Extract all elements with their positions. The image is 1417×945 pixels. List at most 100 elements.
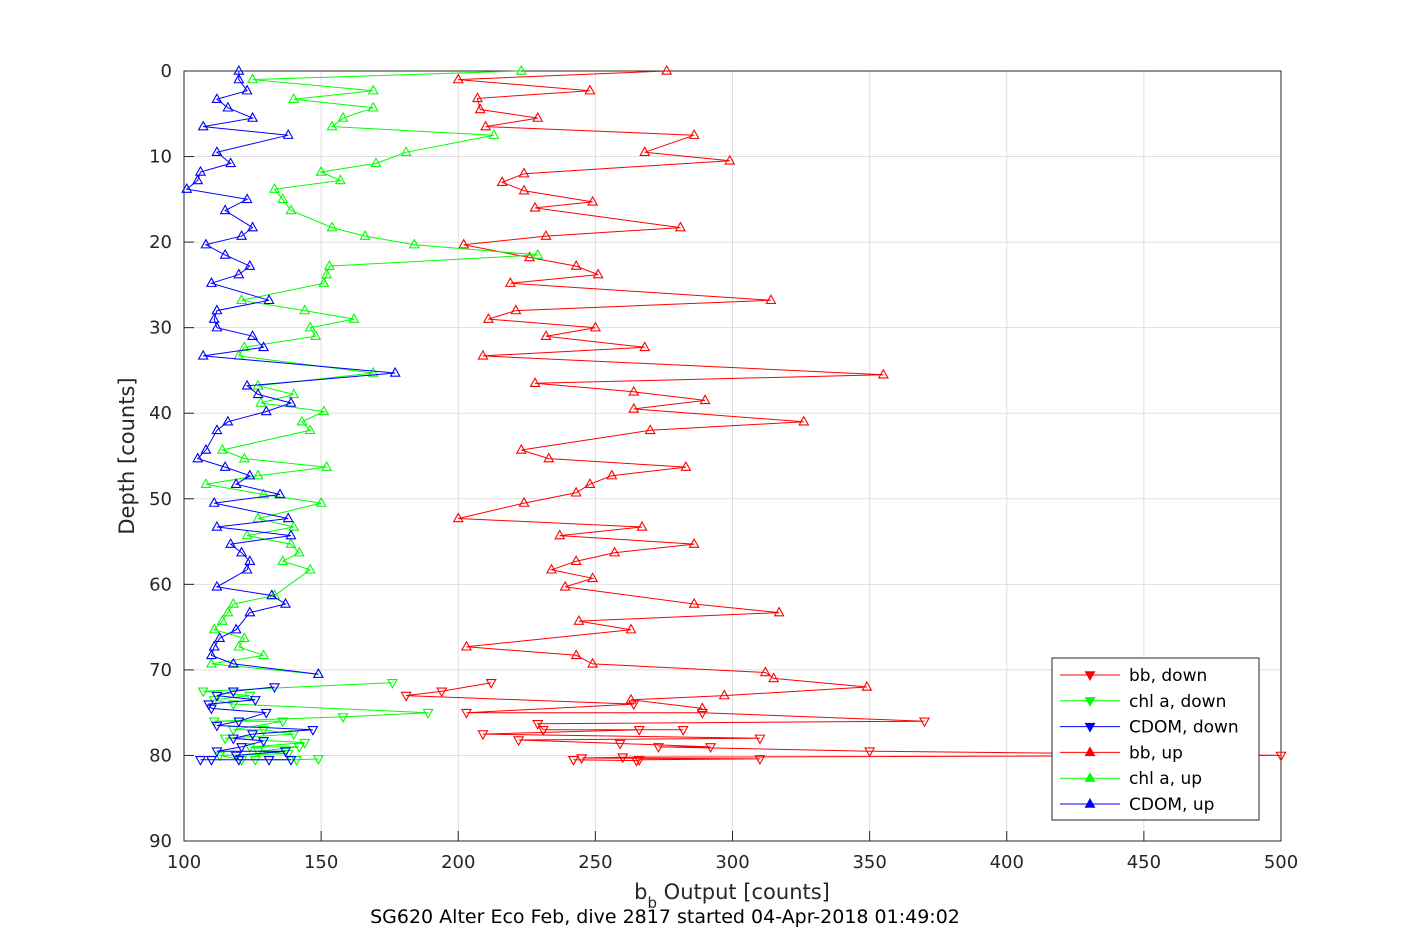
data-point <box>263 294 275 305</box>
data-point <box>233 640 245 651</box>
data-point <box>208 312 220 323</box>
data-point <box>400 691 412 702</box>
data-point <box>268 683 281 694</box>
data-point <box>518 496 530 507</box>
data-point <box>688 537 700 548</box>
data-point <box>540 229 552 240</box>
legend-entry: CDOM, down <box>1060 718 1239 738</box>
data-point <box>628 385 640 396</box>
data-point <box>633 755 645 766</box>
legend-marker <box>1084 697 1096 707</box>
data-point <box>370 157 382 168</box>
data-point <box>532 111 544 122</box>
data-point <box>348 312 360 323</box>
data-point <box>688 597 700 608</box>
data-point <box>452 512 464 523</box>
legend-entry: bb, down <box>1060 666 1207 686</box>
y-axis-label: Depth [counts] <box>115 377 139 534</box>
legend-label: chl a, down <box>1129 692 1226 712</box>
data-point <box>238 341 250 352</box>
data-point <box>532 720 544 730</box>
data-point <box>386 678 398 689</box>
data-point <box>318 277 330 287</box>
data-point <box>255 396 267 407</box>
data-point <box>282 129 294 139</box>
y-tick-label: 20 <box>149 232 172 253</box>
data-point <box>864 747 876 758</box>
data-point <box>543 452 555 463</box>
data-point <box>628 700 640 711</box>
data-point <box>205 704 217 715</box>
data-point <box>724 154 736 165</box>
data-point <box>219 248 231 259</box>
data-point <box>241 193 253 204</box>
data-point <box>633 726 645 736</box>
data-point <box>510 304 522 315</box>
data-point <box>233 717 245 728</box>
series-line <box>200 686 313 761</box>
data-point <box>194 165 206 176</box>
x-tick-label: 150 <box>304 852 338 873</box>
data-point <box>200 238 212 249</box>
data-point <box>661 64 673 75</box>
y-tick-label: 30 <box>149 318 172 339</box>
data-point <box>513 736 525 747</box>
data-point <box>211 424 223 435</box>
data-point <box>230 623 242 634</box>
data-point <box>680 460 692 471</box>
data-point <box>587 195 599 206</box>
data-point <box>587 572 599 583</box>
data-point <box>688 129 700 139</box>
legend-marker <box>1084 671 1096 682</box>
data-point <box>759 666 771 677</box>
data-point <box>227 726 239 736</box>
legend-label: chl a, up <box>1129 769 1202 789</box>
data-point <box>480 120 492 131</box>
data-point <box>288 93 300 103</box>
data-point <box>488 129 500 139</box>
data-point <box>359 229 371 240</box>
legend-entry: bb, up <box>1060 743 1183 763</box>
data-point <box>337 713 349 724</box>
data-point <box>408 238 420 249</box>
data-point <box>236 294 248 305</box>
data-point <box>211 580 223 591</box>
legend-marker <box>1084 722 1096 733</box>
data-point <box>644 424 656 435</box>
data-point <box>630 756 643 767</box>
axis-ticks: 100 150 200 250 300 350 400 450 500 0 10 20 30 40 50 60… <box>149 61 1298 873</box>
data-point <box>244 469 256 480</box>
data-point <box>606 469 618 480</box>
series-cdom-up <box>181 64 401 678</box>
data-point <box>559 580 571 591</box>
figure-caption: SG620 Alter Eco Feb, dive 2817 started 0… <box>370 906 960 928</box>
x-tick-label: 250 <box>578 852 612 873</box>
data-point <box>227 657 239 668</box>
data-point <box>452 73 464 84</box>
data-point <box>304 563 316 574</box>
data-point <box>367 101 379 112</box>
data-point <box>718 689 730 700</box>
data-point <box>515 443 527 454</box>
data-point <box>773 606 785 617</box>
data-point <box>334 174 346 185</box>
data-point <box>216 443 228 454</box>
data-point <box>268 182 281 193</box>
data-point <box>247 330 259 340</box>
data-point <box>233 755 245 766</box>
data-point <box>304 424 316 435</box>
data-point <box>318 405 330 416</box>
data-point <box>233 268 245 279</box>
data-point <box>211 747 223 758</box>
data-point <box>504 277 516 287</box>
data-point <box>628 402 640 413</box>
data-point <box>249 696 261 706</box>
data-point <box>252 469 264 480</box>
legend-entry: chl a, up <box>1060 769 1202 789</box>
data-point <box>211 721 223 732</box>
data-point <box>247 73 259 84</box>
data-point <box>307 726 319 736</box>
data-point <box>266 589 278 600</box>
data-point <box>244 606 256 617</box>
data-point <box>592 268 604 279</box>
